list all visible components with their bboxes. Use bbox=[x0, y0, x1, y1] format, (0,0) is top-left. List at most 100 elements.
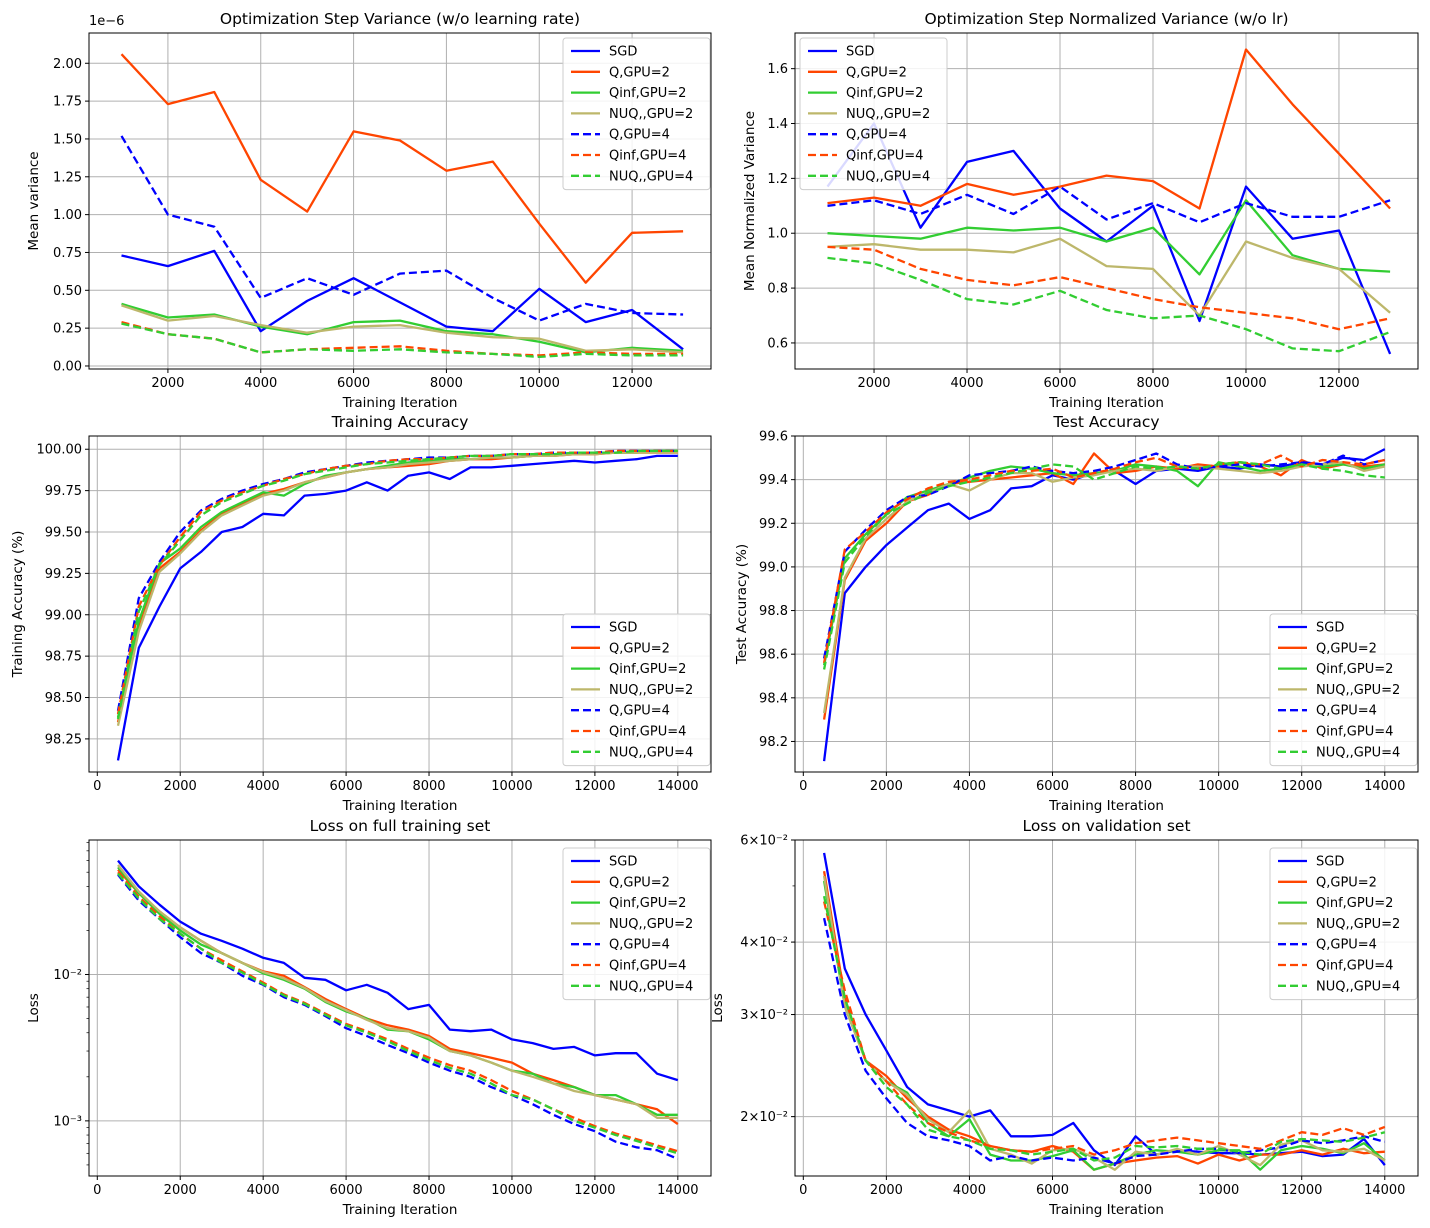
x-tick-label: 6000 bbox=[330, 1183, 363, 1198]
series-line-5 bbox=[822, 917, 1386, 1165]
y-tick-label: 2×10⁻² bbox=[740, 1110, 788, 1125]
legend-label-5: Q,GPU=4 bbox=[1316, 938, 1377, 953]
x-tick-label: 10000 bbox=[1198, 1183, 1239, 1198]
legend-label-1: SGD bbox=[1316, 621, 1344, 636]
series-line-2 bbox=[120, 53, 684, 284]
x-axis-label: Training Iteration bbox=[1048, 1202, 1164, 1218]
x-tick-label: 10000 bbox=[491, 1183, 532, 1198]
y-tick-label: 1.6 bbox=[767, 62, 788, 77]
legend-label-5: Q,GPU=4 bbox=[609, 128, 670, 143]
series-line-5 bbox=[120, 135, 684, 322]
legend-label-5: Q,GPU=4 bbox=[609, 938, 670, 953]
legend-label-4: NUQ,,GPU=2 bbox=[609, 683, 693, 698]
x-tick-label: 2000 bbox=[164, 1183, 197, 1198]
axes-frame bbox=[88, 32, 712, 370]
x-tick-label: 10000 bbox=[1198, 779, 1239, 794]
legend-label-6: Qinf,GPU=4 bbox=[1316, 725, 1393, 740]
y-tick-label: 0.50 bbox=[53, 284, 82, 299]
axis-offset-text: 1e−6 bbox=[89, 14, 124, 29]
chart-panel-3: 0 2000 4000 6000 8000 10000 12000 14000 98.25 98.… bbox=[10, 413, 712, 814]
series-line-5 bbox=[827, 185, 1391, 224]
x-tick-label: 6000 bbox=[1036, 779, 1069, 794]
x-tick-label: 4000 bbox=[953, 1183, 986, 1198]
y-axis-label: Loss bbox=[26, 993, 42, 1023]
legend-label-7: NUQ,,GPU=4 bbox=[609, 979, 693, 994]
x-axis-label: Training Iteration bbox=[342, 1202, 458, 1218]
y-tick-label: 98.6 bbox=[759, 648, 788, 663]
series-line-3 bbox=[827, 199, 1391, 276]
legend-label-3: Qinf,GPU=2 bbox=[846, 86, 923, 101]
x-tick-label: 12000 bbox=[574, 1183, 615, 1198]
x-tick-label: 2000 bbox=[857, 376, 890, 391]
legend-box bbox=[1269, 847, 1418, 1001]
y-tick-label: 1.0 bbox=[767, 227, 788, 242]
x-tick-label: 8000 bbox=[412, 1183, 445, 1198]
legend-label-2: Q,GPU=2 bbox=[1316, 875, 1377, 890]
legend-label-2: Q,GPU=2 bbox=[609, 875, 670, 890]
x-tick-label: 8000 bbox=[1119, 1183, 1152, 1198]
x-tick-label: 0 bbox=[799, 1183, 807, 1198]
y-tick-label: 0.00 bbox=[53, 359, 82, 374]
legend-label-2: Q,GPU=2 bbox=[1316, 641, 1377, 656]
chart-title: Loss on validation set bbox=[1022, 817, 1190, 835]
legend-label-6: Qinf,GPU=4 bbox=[609, 149, 686, 164]
chart-panel-1: 2000 4000 6000 8000 10000 12000 0.00 0.25 0.50 0.… bbox=[26, 10, 712, 411]
x-axis-label: Training Iteration bbox=[1048, 798, 1164, 814]
legend-label-5: Q,GPU=4 bbox=[1316, 704, 1377, 719]
x-tick-label: 0 bbox=[93, 779, 101, 794]
x-tick-label: 2000 bbox=[151, 376, 184, 391]
x-tick-label: 8000 bbox=[412, 779, 445, 794]
series-line-7 bbox=[822, 895, 1386, 1162]
legend-label-4: NUQ,,GPU=2 bbox=[609, 107, 693, 122]
x-tick-label: 14000 bbox=[1364, 779, 1405, 794]
axes-frame bbox=[88, 435, 712, 773]
y-tick-label: 99.75 bbox=[45, 484, 82, 499]
series-line-5 bbox=[117, 874, 679, 1160]
chart-title: Test Accuracy bbox=[1052, 413, 1159, 431]
legend-label-2: Q,GPU=2 bbox=[609, 65, 670, 80]
y-tick-label: 98.8 bbox=[759, 604, 788, 619]
y-tick-label: 2.00 bbox=[53, 57, 82, 72]
axes-frame bbox=[88, 839, 712, 1177]
x-tick-label: 4000 bbox=[950, 376, 983, 391]
chart-panel-6: 0 2000 4000 6000 8000 10000 12000 14000 2×10⁻² 3×… bbox=[710, 817, 1419, 1218]
y-tick-label: 10⁻³ bbox=[53, 1114, 82, 1129]
legend: SGD Q,GPU=2 Qinf,GPU=2 NUQ,,GPU=2 Q,GPU=4 Qin… bbox=[799, 37, 948, 191]
y-tick-label: 98.2 bbox=[759, 735, 788, 750]
y-tick-label: 98.25 bbox=[45, 732, 82, 747]
chart-title: Training Accuracy bbox=[331, 413, 469, 431]
y-tick-label: 1.2 bbox=[767, 172, 788, 187]
y-tick-label: 4×10⁻² bbox=[740, 936, 788, 951]
x-tick-label: 8000 bbox=[430, 376, 463, 391]
x-tick-label: 0 bbox=[799, 779, 807, 794]
x-tick-label: 10000 bbox=[519, 376, 560, 391]
x-tick-label: 14000 bbox=[657, 779, 698, 794]
chart-panel-4: 0 2000 4000 6000 8000 10000 12000 14000 98.2 98.4… bbox=[734, 413, 1419, 814]
legend: SGD Q,GPU=2 Qinf,GPU=2 NUQ,,GPU=2 Q,GPU=4 Qin… bbox=[562, 847, 711, 1001]
y-tick-label: 98.50 bbox=[45, 691, 82, 706]
y-axis-label: Mean Normalized Variance bbox=[742, 111, 758, 291]
y-tick-label: 1.4 bbox=[767, 117, 788, 132]
legend-box bbox=[562, 847, 711, 1001]
legend: SGD Q,GPU=2 Qinf,GPU=2 NUQ,,GPU=2 Q,GPU=4 Qin… bbox=[562, 37, 711, 191]
series-line-7 bbox=[121, 322, 684, 359]
legend-label-6: Qinf,GPU=4 bbox=[609, 725, 686, 740]
x-tick-label: 6000 bbox=[1036, 1183, 1069, 1198]
legend: SGD Q,GPU=2 Qinf,GPU=2 NUQ,,GPU=2 Q,GPU=4 Qin… bbox=[562, 613, 711, 767]
series-line-4 bbox=[121, 304, 684, 354]
x-tick-label: 8000 bbox=[1119, 779, 1152, 794]
y-tick-label: 98.75 bbox=[45, 650, 82, 665]
x-tick-label: 12000 bbox=[1281, 1183, 1322, 1198]
series-line-1 bbox=[121, 249, 684, 351]
x-tick-label: 14000 bbox=[1364, 1183, 1405, 1198]
chart-title: Optimization Step Variance (w/o learning… bbox=[220, 10, 580, 28]
x-tick-label: 4000 bbox=[953, 779, 986, 794]
y-tick-label: 99.0 bbox=[759, 560, 788, 575]
x-tick-label: 4000 bbox=[247, 779, 280, 794]
legend-label-4: NUQ,,GPU=2 bbox=[609, 917, 693, 932]
y-tick-label: 0.8 bbox=[767, 282, 788, 297]
legend-label-7: NUQ,,GPU=4 bbox=[1316, 745, 1400, 760]
legend-label-6: Qinf,GPU=4 bbox=[846, 149, 923, 164]
legend: SGD Q,GPU=2 Qinf,GPU=2 NUQ,,GPU=2 Q,GPU=4 Qin… bbox=[1269, 847, 1418, 1001]
